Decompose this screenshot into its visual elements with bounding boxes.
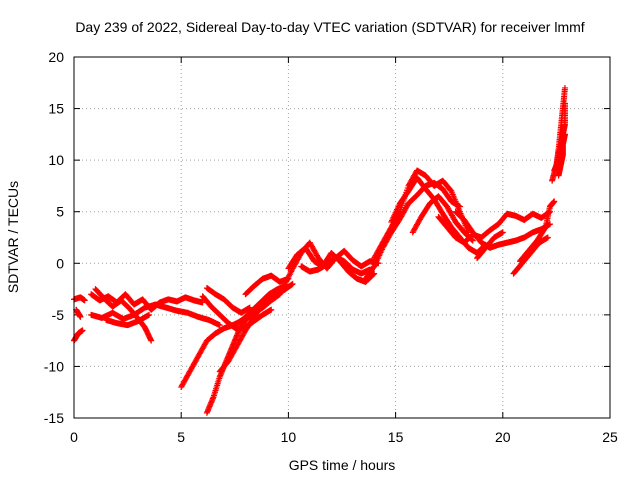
data-point (268, 295, 275, 302)
data-point (146, 311, 153, 318)
y-tick-label: 15 (48, 101, 64, 117)
data-point (77, 313, 84, 320)
data-point (216, 322, 223, 329)
series-t7 (103, 311, 153, 329)
plot-frame (73, 56, 611, 419)
data-point (268, 306, 275, 313)
x-tick-label: 5 (177, 429, 185, 445)
data-point (499, 229, 506, 236)
data-point (561, 131, 568, 138)
series-t2 (71, 327, 86, 344)
data-point (561, 100, 568, 107)
x-tick-label: 15 (388, 429, 404, 445)
data-point (541, 225, 548, 232)
series-t25 (510, 234, 551, 277)
series-t9 (203, 285, 253, 316)
plot-points (71, 84, 568, 416)
x-tick-label: 20 (495, 429, 511, 445)
x-tick-label: 25 (602, 429, 618, 445)
data-point (276, 291, 283, 298)
series-t12 (216, 295, 275, 375)
y-tick-label: 0 (56, 255, 64, 271)
series-t3 (73, 306, 84, 320)
y-tick-label: -15 (44, 410, 64, 426)
data-point (199, 299, 206, 306)
y-tick-label: 20 (48, 49, 64, 65)
data-point (289, 280, 296, 287)
data-point (79, 327, 86, 334)
y-axis-label: SDTVAR / TECUs (5, 181, 21, 293)
data-point (544, 234, 551, 241)
y-tick-label: -10 (44, 358, 64, 374)
data-point (371, 270, 378, 277)
y-tick-label: -5 (52, 307, 65, 323)
tick-labels: 0 5 10 15 20 25 -15 -10 -5 0 5 10 15 20 (44, 49, 618, 445)
series-t1 (71, 294, 88, 304)
series-t5 (88, 301, 223, 329)
data-point (551, 198, 558, 205)
x-axis-label: GPS time / hours (289, 457, 396, 473)
x-tick-label: 10 (281, 429, 297, 445)
series-t26 (516, 198, 558, 265)
data-point (370, 271, 377, 278)
data-point (148, 337, 155, 344)
data-point (469, 237, 476, 244)
series-t29 (555, 131, 568, 179)
x-tick-label: 0 (70, 429, 78, 445)
y-tick-label: 5 (56, 204, 64, 220)
y-tick-label: 10 (48, 152, 64, 168)
data-point (561, 84, 568, 91)
series-t24 (474, 229, 506, 262)
series-t17 (298, 254, 373, 277)
chart-title: Day 239 of 2022, Sidereal Day-to-day VTE… (75, 19, 584, 35)
data-point (81, 297, 88, 304)
